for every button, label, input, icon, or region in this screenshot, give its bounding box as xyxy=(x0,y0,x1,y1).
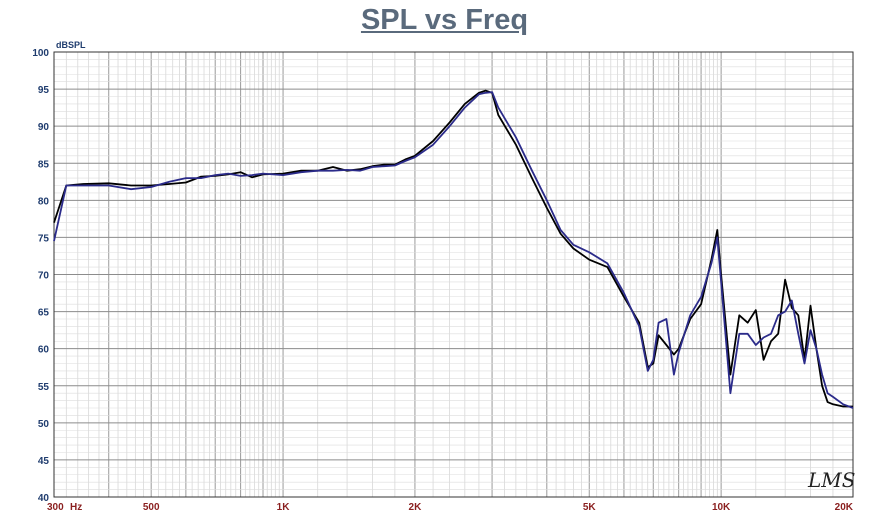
series-group xyxy=(53,89,854,409)
y-tick-label: 70 xyxy=(38,271,50,282)
y-tick-label: 80 xyxy=(38,196,50,207)
x-tick-label: 1K xyxy=(277,502,291,513)
y-tick-label: 90 xyxy=(38,122,50,133)
y-tick-label: 40 xyxy=(38,493,50,504)
y-tick-label: 65 xyxy=(38,308,50,319)
x-unit-label: Hz xyxy=(70,502,82,513)
y-tick-label: 55 xyxy=(38,382,50,393)
y-axis-ticks: 40 45 50 55 60 65 70 75 80 85 90 95 100 xyxy=(32,48,49,504)
x-axis-ticks: 300 500 1K 2K 5K 10K 20K xyxy=(47,502,854,513)
x-tick-label: 20K xyxy=(835,502,854,513)
x-tick-label: 10K xyxy=(712,502,731,513)
y-tick-label: 100 xyxy=(32,48,49,59)
y-tick-label: 60 xyxy=(38,345,50,356)
plot-frame xyxy=(53,51,854,498)
grid xyxy=(54,51,853,498)
chart-title: SPL vs Freq xyxy=(360,4,529,36)
x-tick-label: 500 xyxy=(143,502,160,513)
x-tick-label: 2K xyxy=(409,502,423,513)
y-tick-label: 45 xyxy=(38,456,50,467)
y-tick-label: 50 xyxy=(38,419,50,430)
y-axis-label: dBSPL xyxy=(56,40,86,50)
y-tick-label: 95 xyxy=(38,85,50,96)
watermark-logo: LMS xyxy=(807,468,855,492)
y-tick-label: 85 xyxy=(38,159,50,170)
series-line-2 xyxy=(53,91,854,409)
y-tick-label: 75 xyxy=(38,233,50,244)
x-tick-label: 5K xyxy=(583,502,597,513)
x-tick-label: 300 xyxy=(47,502,64,513)
